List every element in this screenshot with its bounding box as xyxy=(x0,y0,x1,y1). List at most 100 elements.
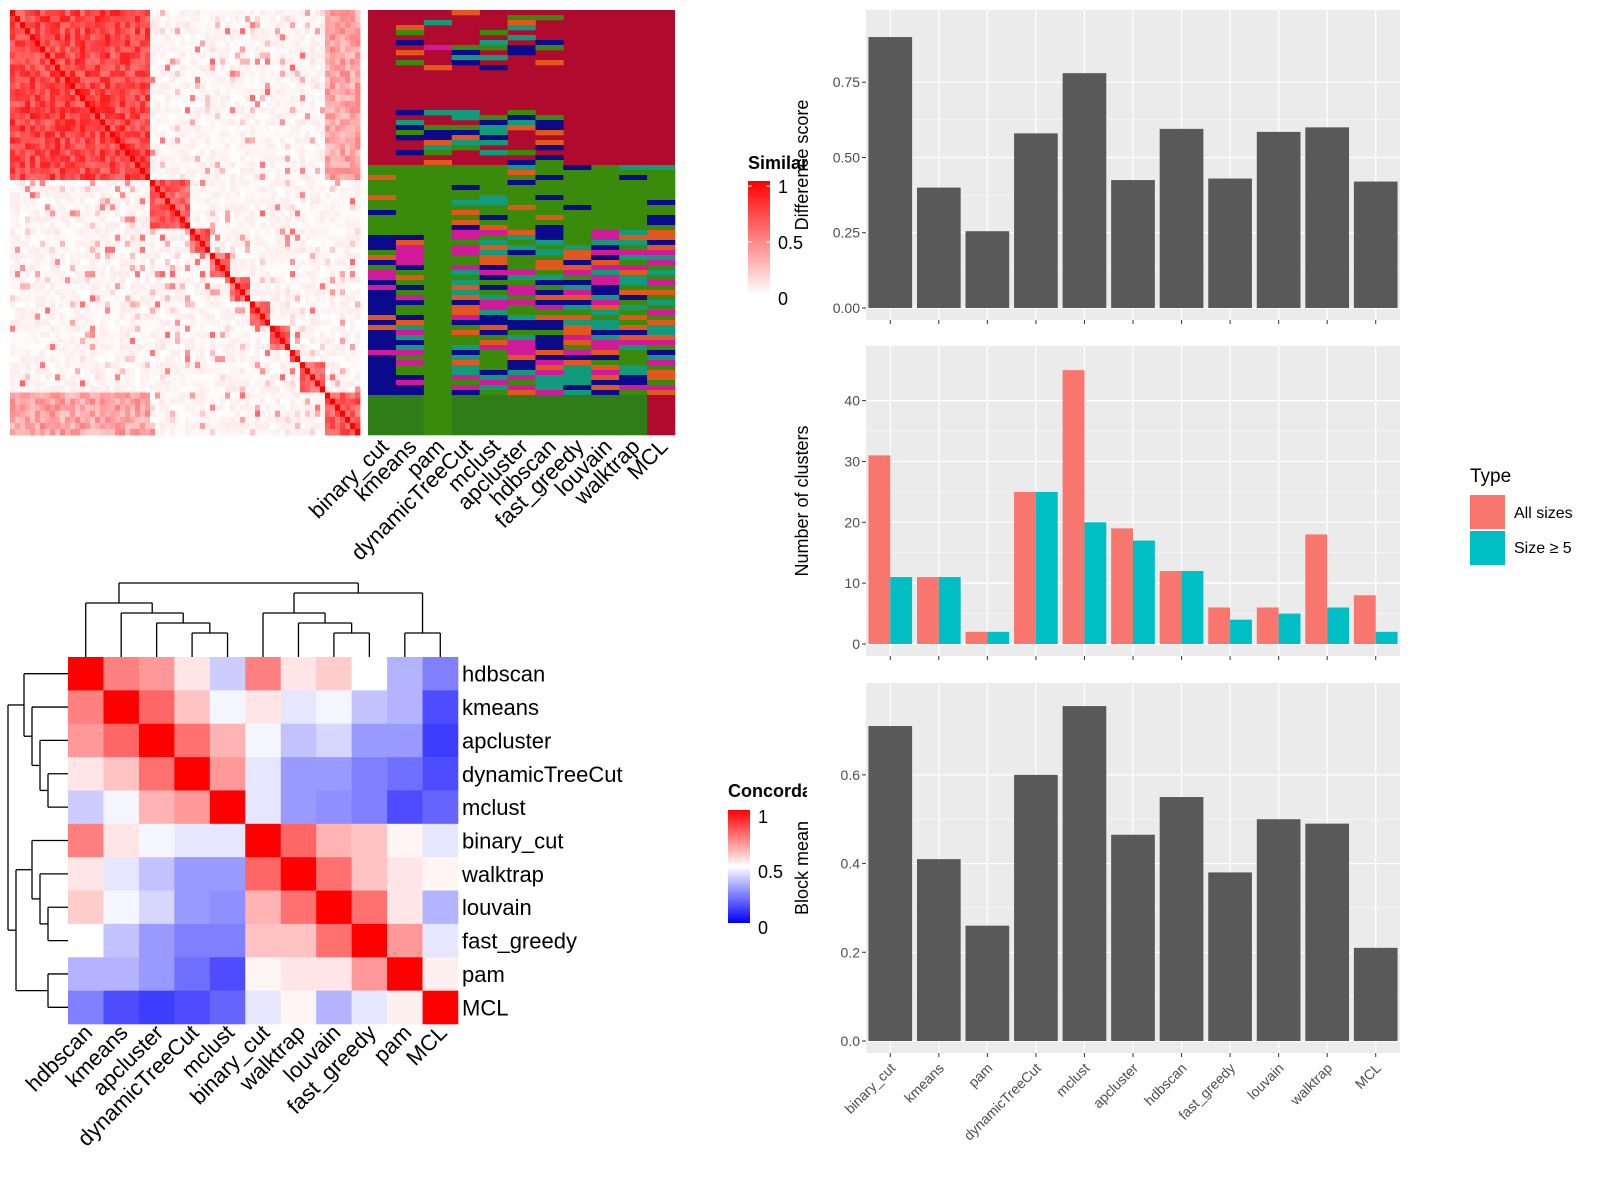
similarity-cell xyxy=(155,70,161,78)
similarity-cell xyxy=(260,10,266,17)
similarity-cell xyxy=(335,307,341,314)
similarity-cell xyxy=(200,101,206,108)
similarity-cell xyxy=(275,258,281,266)
similarity-cell xyxy=(45,28,51,35)
similarity-cell xyxy=(115,95,121,102)
similarity-cell xyxy=(320,155,326,163)
similarity-cell xyxy=(280,210,286,217)
similarity-cell xyxy=(330,143,336,151)
similarity-cell xyxy=(115,234,121,242)
similarity-cell xyxy=(55,180,61,187)
similarity-cell xyxy=(340,374,346,381)
similarity-cell xyxy=(125,234,131,242)
similarity-cell xyxy=(305,52,311,59)
similarity-cell xyxy=(305,119,311,126)
similarity-cell xyxy=(200,58,206,66)
similarity-cell xyxy=(295,252,301,260)
similarity-cell xyxy=(10,277,16,284)
similarity-cell xyxy=(340,337,346,345)
similarity-cell xyxy=(190,416,196,424)
similarity-cell xyxy=(35,258,41,266)
similarity-cell xyxy=(250,240,256,248)
similarity-cell xyxy=(215,265,221,272)
similarity-cell xyxy=(295,283,301,290)
similarity-cell xyxy=(310,76,316,84)
similarity-cell xyxy=(140,277,146,284)
similarity-cell xyxy=(255,88,261,96)
similarity-cell xyxy=(125,337,131,345)
similarity-cell xyxy=(45,64,51,72)
similarity-cell xyxy=(35,155,41,163)
similarity-cell xyxy=(150,22,156,29)
similarity-cell xyxy=(230,107,236,114)
similarity-cell xyxy=(75,428,81,436)
similarity-cell xyxy=(205,228,211,236)
similarity-cell xyxy=(60,374,66,381)
similarity-cell xyxy=(215,428,221,436)
similarity-cell xyxy=(40,149,46,157)
similarity-cell xyxy=(340,277,346,284)
similarity-cell xyxy=(340,198,346,205)
similarity-cell xyxy=(330,46,336,53)
similarity-cell xyxy=(55,34,61,41)
similarity-cell xyxy=(280,325,286,333)
similarity-cell xyxy=(310,143,316,151)
similarity-cell xyxy=(95,119,101,126)
similarity-cell xyxy=(25,380,31,387)
similarity-cell xyxy=(30,386,36,393)
similarity-cell xyxy=(135,398,141,406)
similarity-cell xyxy=(185,380,191,387)
similarity-cell xyxy=(300,319,306,327)
similarity-cell xyxy=(10,265,16,272)
similarity-cell xyxy=(170,198,176,205)
similarity-cell xyxy=(250,416,256,424)
similarity-cell xyxy=(115,167,121,175)
similarity-cell xyxy=(290,416,296,424)
similarity-cell xyxy=(135,283,141,290)
similarity-cell xyxy=(150,161,156,169)
similarity-cell xyxy=(250,52,256,59)
similarity-cell xyxy=(55,119,61,126)
similarity-cell xyxy=(50,101,56,108)
similarity-cell xyxy=(130,210,136,217)
similarity-cell xyxy=(245,404,251,412)
similarity-cell xyxy=(220,180,226,187)
similarity-cell xyxy=(150,337,156,345)
similarity-cell xyxy=(105,131,111,138)
similarity-cell xyxy=(295,337,301,345)
similarity-cell xyxy=(300,343,306,351)
similarity-cell xyxy=(315,204,321,211)
similarity-cell xyxy=(145,331,151,339)
similarity-cell xyxy=(105,180,111,187)
similarity-cell xyxy=(265,88,271,96)
similarity-cell xyxy=(305,204,311,211)
similarity-cell xyxy=(215,131,221,138)
similarity-cell xyxy=(110,216,116,223)
similarity-cell xyxy=(285,125,291,132)
similarity-cell xyxy=(30,362,36,369)
similarity-cell xyxy=(115,246,121,254)
similarity-cell xyxy=(25,58,31,66)
similarity-cell xyxy=(105,173,111,181)
similarity-cell xyxy=(330,34,336,41)
similarity-cell xyxy=(210,101,216,108)
similarity-cell xyxy=(20,380,26,387)
similarity-cell xyxy=(250,58,256,66)
similarity-cell xyxy=(305,350,311,357)
similarity-cell xyxy=(355,107,361,114)
similarity-cell xyxy=(200,331,206,339)
similarity-cell xyxy=(20,149,26,157)
similarity-cell xyxy=(305,428,311,436)
similarity-cell xyxy=(25,392,31,399)
similarity-cell xyxy=(275,240,281,248)
similarity-cell xyxy=(180,343,186,351)
similarity-cell xyxy=(30,52,36,59)
similarity-cell xyxy=(175,76,181,84)
similarity-cell xyxy=(350,392,356,399)
similarity-cell xyxy=(330,386,336,393)
similarity-cell xyxy=(315,222,321,229)
similarity-cell xyxy=(160,107,166,114)
similarity-cell xyxy=(325,167,331,175)
similarity-cell xyxy=(265,228,271,236)
similarity-cell xyxy=(105,258,111,266)
